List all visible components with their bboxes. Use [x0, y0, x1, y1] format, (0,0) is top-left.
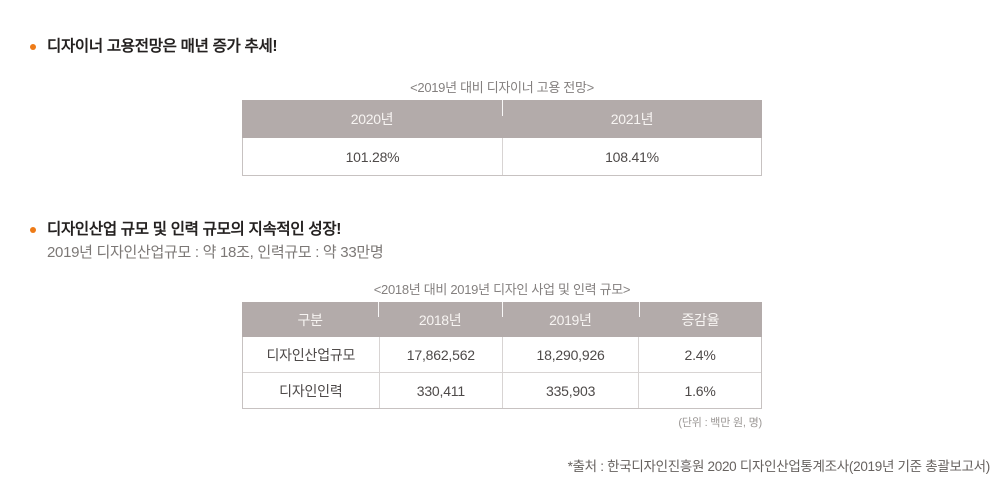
industry-table-header-cell: 2018년	[378, 302, 502, 337]
employment-table-title: <2019년 대비 디자이너 고용 전망>	[410, 80, 594, 95]
table-row: 101.28% 108.41%	[243, 138, 761, 175]
employment-table-header-row: 2020년 2021년	[242, 100, 762, 138]
employment-table: 2020년 2021년 101.28% 108.41%	[242, 100, 762, 176]
industry-table-title: <2018년 대비 2019년 디자인 사업 및 인력 규모>	[373, 282, 631, 297]
row-label: 디자인인력	[279, 382, 343, 399]
employment-table-block: <2019년 대비 디자이너 고용 전망> 2020년 2021년 101.28…	[242, 80, 762, 176]
source-citation: *출처 : 한국디자인진흥원 2020 디자인산업통계조사(2019년 기준 총…	[567, 459, 991, 474]
industry-scale-2018-value: 17,862,562	[378, 337, 502, 372]
industry-heading-row: 디자인산업 규모 및 인력 규모의 지속적인 성장!	[30, 220, 341, 240]
industry-table-header-row: 구분 2018년 2019년 증감율	[242, 302, 762, 337]
unit-note: (단위 : 백만 원, 명)	[678, 417, 762, 429]
employment-table-body: 101.28% 108.41%	[242, 138, 762, 176]
industry-table-block: <2018년 대비 2019년 디자인 사업 및 인력 규모> 구분 2018년…	[242, 282, 762, 430]
workforce-2018-value: 330,411	[378, 373, 502, 408]
employment-heading-row: 디자이너 고용전망은 매년 증가 추세!	[30, 37, 278, 57]
industry-table-header-cell: 구분	[297, 311, 323, 328]
industry-scale-2019-value: 18,290,926	[501, 337, 638, 372]
industry-subtitle: 2019년 디자인산업규모 : 약 18조, 인력규모 : 약 33만명	[47, 244, 384, 261]
row-label: 디자인산업규모	[266, 346, 356, 363]
employment-2020-value: 101.28%	[345, 148, 400, 165]
employment-table-header-cell: 2021년	[502, 100, 762, 138]
workforce-2019-value: 335,903	[501, 373, 638, 408]
table-row-industry-scale: 디자인산업규모 17,862,562 18,290,926 2.4%	[243, 337, 761, 372]
bullet-icon	[30, 227, 36, 233]
industry-table-body: 디자인산업규모 17,862,562 18,290,926 2.4% 디자인인력…	[242, 337, 762, 409]
table-row-design-workforce: 디자인인력 330,411 335,903 1.6%	[243, 372, 761, 408]
industry-table-header-cell: 2019년	[501, 302, 639, 337]
employment-table-header-cell: 2020년	[350, 111, 394, 127]
employment-2021-value: 108.41%	[502, 138, 761, 175]
industry-heading: 디자인산업 규모 및 인력 규모의 지속적인 성장!	[47, 221, 342, 238]
employment-heading: 디자이너 고용전망은 매년 증가 추세!	[47, 38, 278, 55]
industry-scale-growth-value: 2.4%	[638, 337, 761, 372]
workforce-growth-value: 1.6%	[638, 373, 761, 408]
industry-table: 구분 2018년 2019년 증감율 디자인산업규모 17,862,562 18…	[242, 302, 762, 409]
bullet-icon	[30, 44, 36, 50]
industry-table-header-cell: 증감율	[638, 302, 762, 337]
